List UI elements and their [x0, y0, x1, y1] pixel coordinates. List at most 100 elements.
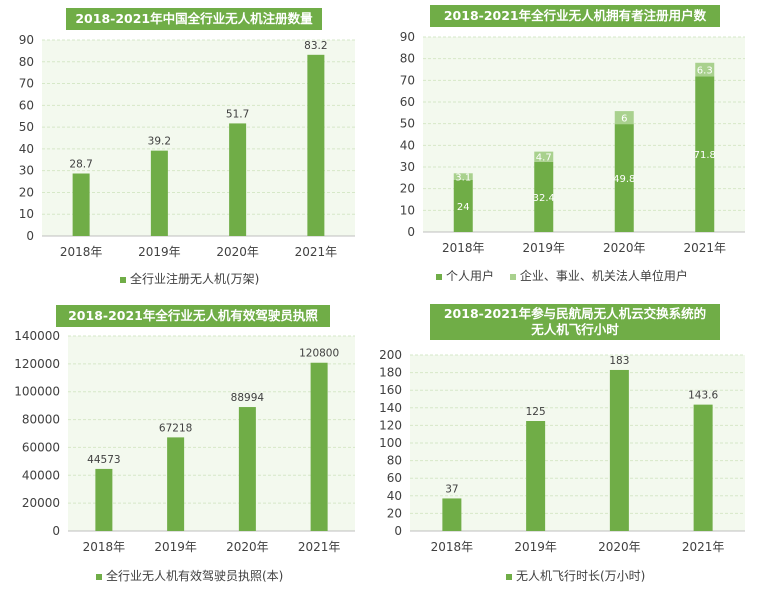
chart-title-line-2: 无人机飞行小时 — [531, 322, 619, 337]
y-tick-label: 80 — [19, 55, 34, 69]
x-tick-label: 2020年 — [603, 241, 646, 255]
y-tick-label: 40 — [400, 138, 415, 152]
bar — [695, 62, 715, 77]
legend-swatch — [506, 573, 512, 580]
y-tick-label: 30 — [400, 160, 415, 174]
legend-label: 全行业无人机有效驾驶员执照(本) — [106, 569, 284, 583]
x-tick-label: 2021年 — [682, 540, 725, 554]
y-tick-label: 80000 — [22, 413, 60, 427]
legend-label: 个人用户 — [446, 269, 495, 283]
data-label: 183 — [609, 355, 629, 367]
bar — [150, 150, 168, 236]
y-tick-label: 60 — [400, 95, 415, 109]
data-label: 51.7 — [226, 108, 249, 120]
data-label: 143.6 — [688, 390, 718, 402]
legend-swatch — [509, 273, 516, 280]
bar — [534, 151, 554, 162]
legend-swatch — [120, 276, 126, 283]
y-tick-label: 160 — [379, 383, 402, 397]
x-tick-label: 2018年 — [83, 540, 126, 554]
data-label: 6.3 — [697, 66, 713, 77]
y-tick-label: 40 — [387, 489, 402, 503]
x-tick-label: 2019年 — [514, 540, 557, 554]
bar — [442, 498, 462, 531]
data-label: 24 — [457, 202, 470, 213]
legend-label: 无人机飞行时长(万小时) — [516, 569, 646, 583]
data-label: 120800 — [299, 348, 339, 360]
data-label: 28.7 — [69, 158, 92, 170]
chart-legend: 个人用户 企业、事业、机关法人单位用户 — [436, 267, 688, 284]
y-tick-label: 0 — [407, 225, 415, 239]
x-tick-label: 2020年 — [598, 540, 641, 554]
data-label: 49.8 — [613, 174, 635, 185]
chart-title: 2018-2021年全行业无人机有效驾驶员执照 — [56, 305, 330, 327]
x-tick-label: 2019年 — [138, 245, 181, 259]
y-tick-label: 10 — [400, 203, 415, 217]
data-label: 44573 — [87, 454, 120, 466]
data-label: 32.4 — [533, 193, 555, 204]
chart-title: 2018-2021年全行业无人机拥有者注册用户数 — [430, 5, 720, 27]
y-tick-label: 40 — [19, 142, 34, 156]
y-tick-label: 60 — [387, 471, 402, 485]
chart-title: 2018-2021年参与民航局无人机云交换系统的 无人机飞行小时 — [430, 304, 720, 340]
y-tick-label: 80 — [387, 454, 402, 468]
y-tick-label: 180 — [379, 366, 402, 380]
y-tick-label: 20 — [387, 506, 402, 520]
y-tick-label: 80 — [400, 52, 415, 66]
x-tick-label: 2021年 — [298, 540, 341, 554]
chart-title: 2018-2021年中国全行业无人机注册数量 — [66, 8, 322, 30]
data-label: 125 — [526, 406, 546, 418]
y-tick-label: 120000 — [14, 357, 60, 371]
y-tick-label: 20 — [400, 182, 415, 196]
data-label: 37 — [445, 483, 458, 495]
y-tick-label: 0 — [26, 229, 34, 243]
x-tick-label: 2018年 — [431, 540, 474, 554]
x-tick-label: 2021年 — [295, 245, 338, 259]
legend-label: 全行业注册无人机(万架) — [130, 272, 260, 286]
plot-area — [42, 40, 355, 236]
x-tick-label: 2019年 — [522, 241, 565, 255]
bar — [95, 468, 113, 531]
y-tick-label: 140 — [379, 401, 402, 415]
y-tick-label: 20000 — [22, 496, 60, 510]
chart-legend: 全行业无人机有效驾驶员执照(本) — [96, 567, 283, 584]
bar — [307, 54, 325, 237]
bar — [693, 404, 713, 531]
y-tick-label: 30 — [19, 164, 34, 178]
chart-legend: 无人机飞行时长(万小时) — [506, 567, 645, 584]
y-tick-label: 50 — [19, 120, 34, 134]
bar — [72, 173, 90, 236]
y-tick-label: 0 — [52, 524, 60, 538]
bar — [534, 161, 554, 232]
bar — [453, 173, 473, 180]
x-tick-label: 2018年 — [442, 241, 485, 255]
y-tick-label: 40000 — [22, 468, 60, 482]
data-label: 67218 — [159, 422, 192, 434]
x-tick-label: 2020年 — [216, 245, 259, 259]
plot-area — [423, 37, 745, 232]
y-tick-label: 60000 — [22, 440, 60, 454]
y-tick-label: 50 — [400, 117, 415, 131]
y-tick-label: 70 — [400, 73, 415, 87]
data-label: 6 — [621, 114, 627, 125]
x-tick-label: 2020年 — [226, 540, 269, 554]
y-tick-label: 200 — [379, 348, 402, 362]
y-tick-label: 10 — [19, 207, 34, 221]
data-label: 3.1 — [455, 173, 471, 184]
data-label: 71.8 — [694, 150, 716, 161]
data-label: 4.7 — [536, 153, 552, 164]
bar — [453, 180, 473, 232]
bar — [167, 437, 185, 531]
x-tick-label: 2018年 — [60, 245, 103, 259]
legend-label: 企业、事业、机关法人单位用户 — [519, 269, 688, 283]
chart-legend: 全行业注册无人机(万架) — [120, 270, 259, 287]
y-tick-label: 100 — [379, 436, 402, 450]
x-tick-label: 2021年 — [683, 241, 726, 255]
y-tick-label: 120 — [379, 418, 402, 432]
bar — [609, 369, 629, 531]
data-label: 88994 — [231, 392, 265, 404]
